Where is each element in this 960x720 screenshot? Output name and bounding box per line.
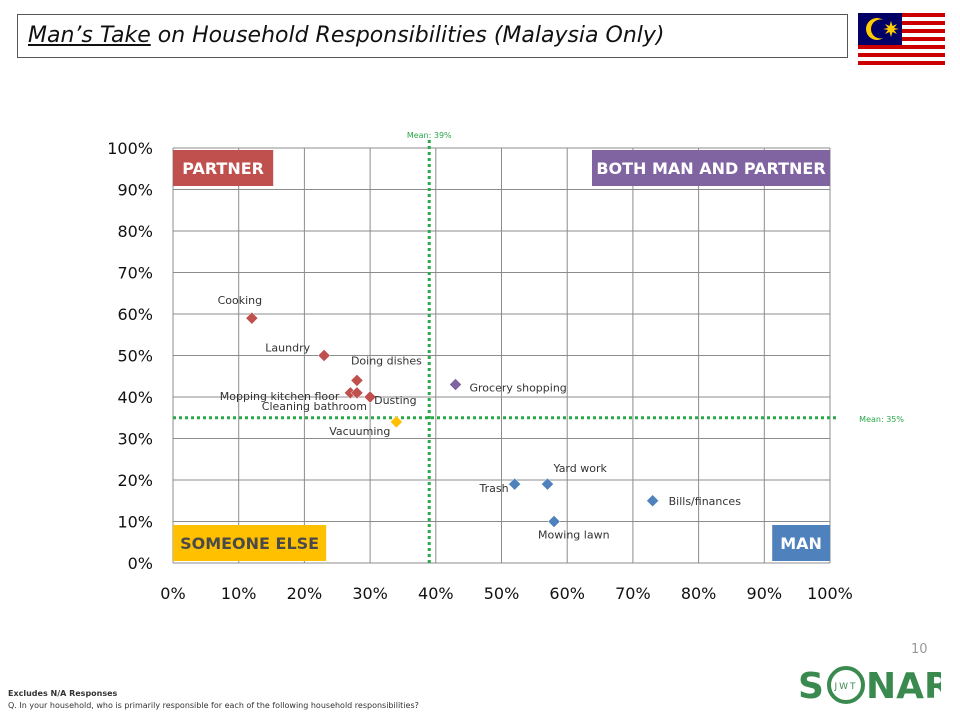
y-tick-label: 10% bbox=[117, 513, 153, 532]
mean-y-label: Mean: 35% bbox=[859, 415, 904, 424]
data-label: Yard work bbox=[552, 462, 607, 475]
data-point bbox=[363, 390, 377, 404]
x-tick-label: 70% bbox=[615, 584, 651, 603]
sonar-logo: S JWT NAR bbox=[798, 666, 941, 707]
data-point bbox=[350, 386, 364, 400]
slide-title-emphasis: Man’s Take bbox=[28, 23, 151, 48]
footer-question: Q. In your household, who is primarily r… bbox=[8, 701, 419, 710]
data-label: Doing dishes bbox=[351, 354, 422, 367]
data-point bbox=[245, 311, 259, 325]
y-tick-label: 90% bbox=[117, 181, 153, 200]
data-label: Dusting bbox=[374, 394, 417, 407]
slide-title-rest: on Household Responsibilities (Malaysia … bbox=[150, 23, 665, 48]
x-tick-label: 30% bbox=[352, 584, 388, 603]
x-tick-label: 90% bbox=[747, 584, 783, 603]
x-tick-label: 10% bbox=[221, 584, 257, 603]
malaysia-flag-icon bbox=[858, 13, 945, 69]
x-tick-label: 50% bbox=[484, 584, 520, 603]
data-label: Mowing lawn bbox=[538, 529, 610, 542]
y-tick-label: 60% bbox=[117, 305, 153, 324]
x-tick-label: 80% bbox=[681, 584, 717, 603]
data-point bbox=[547, 515, 561, 528]
data-point bbox=[541, 477, 554, 491]
y-tick-label: 0% bbox=[128, 554, 153, 573]
data-label: Grocery shopping bbox=[470, 382, 567, 395]
data-label: Cleaning bathroom bbox=[262, 400, 367, 413]
svg-text:NAR: NAR bbox=[866, 666, 941, 707]
svg-text:S: S bbox=[798, 666, 824, 707]
data-point bbox=[646, 494, 659, 508]
data-point bbox=[317, 349, 331, 362]
page-number: 10 bbox=[911, 642, 928, 657]
y-tick-label: 20% bbox=[117, 471, 153, 490]
y-tick-label: 30% bbox=[117, 430, 153, 449]
y-tick-label: 40% bbox=[117, 388, 153, 407]
quadrant-label: MAN bbox=[780, 534, 822, 553]
logo-sub: JWT bbox=[833, 682, 857, 692]
quadrant-box bbox=[173, 150, 274, 186]
data-label: Cooking bbox=[218, 294, 263, 307]
x-tick-label: 100% bbox=[807, 584, 853, 603]
quadrant-box bbox=[592, 150, 830, 186]
x-tick-label: 60% bbox=[549, 584, 585, 603]
data-point bbox=[449, 378, 462, 391]
data-label: Bills/finances bbox=[669, 495, 742, 508]
quadrant-label: SOMEONE ELSE bbox=[180, 534, 319, 553]
data-label: Vacuuming bbox=[329, 425, 390, 438]
x-tick-label: 0% bbox=[160, 584, 185, 603]
quadrant-label: PARTNER bbox=[182, 159, 264, 178]
mean-x-label: Mean: 39% bbox=[407, 131, 452, 140]
quadrant-box bbox=[772, 525, 830, 561]
y-tick-label: 50% bbox=[117, 347, 153, 366]
y-tick-label: 70% bbox=[117, 264, 153, 283]
data-label: Trash bbox=[479, 482, 509, 495]
data-point bbox=[350, 374, 364, 387]
quadrant-label: BOTH MAN AND PARTNER bbox=[596, 159, 825, 178]
slide-title: Man’s Take on Household Responsibilities… bbox=[17, 14, 848, 58]
data-point bbox=[390, 415, 403, 429]
data-label: Mopping kitchen floor bbox=[220, 390, 340, 403]
quadrant-box bbox=[173, 525, 327, 561]
y-tick-label: 100% bbox=[107, 139, 153, 158]
data-point bbox=[508, 477, 521, 491]
footer-note: Excludes N/A Responses bbox=[8, 689, 118, 698]
x-tick-label: 20% bbox=[287, 584, 323, 603]
x-tick-label: 40% bbox=[418, 584, 454, 603]
data-label: Laundry bbox=[265, 342, 310, 355]
y-tick-label: 80% bbox=[117, 222, 153, 241]
